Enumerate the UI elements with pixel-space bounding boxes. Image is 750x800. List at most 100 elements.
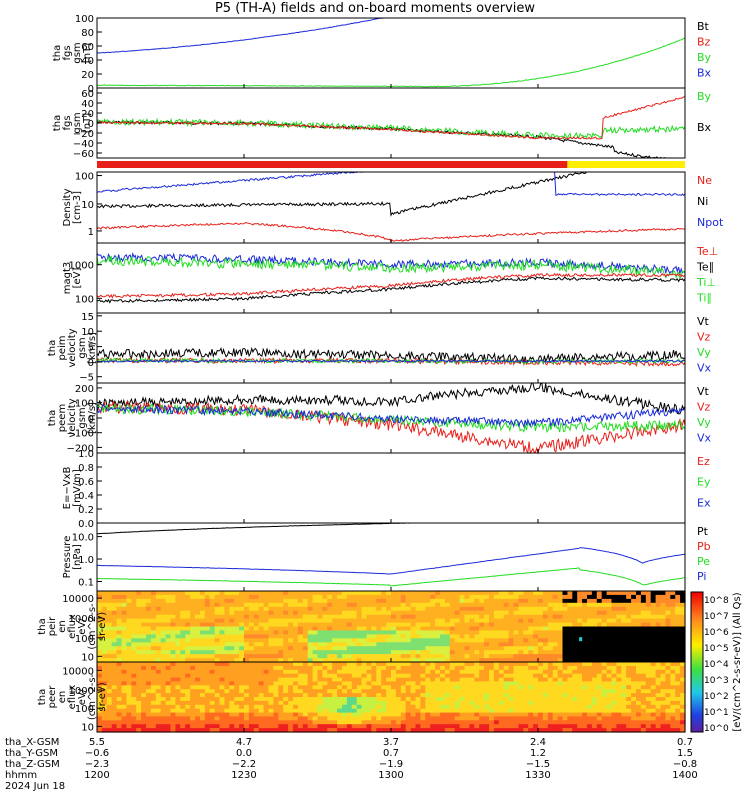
ion-spectrogram-cell — [405, 650, 412, 655]
ion-spectrogram-cell — [577, 618, 583, 624]
electron-spectrogram-cell — [155, 708, 162, 714]
ion-spectrogram-cell — [351, 602, 358, 608]
ion-spectrogram-cell — [278, 594, 284, 600]
ion-spectrogram-cell — [214, 638, 221, 643]
electron-spectrogram-cell — [415, 720, 421, 725]
electron-spectrogram-cell — [435, 693, 441, 698]
ion-spectrogram-cell — [150, 614, 157, 620]
electron-spectrogram-cell — [464, 662, 470, 667]
electron-spectrogram-cell — [146, 662, 152, 667]
ion-spectrogram-cell — [675, 650, 681, 655]
ion-spectrogram-cell — [523, 622, 529, 628]
electron-spectrogram-cell — [209, 693, 216, 698]
electron-spectrogram-cell — [606, 728, 613, 733]
ion-spectrogram-cell — [376, 598, 382, 604]
ion-spectrogram-cell — [337, 650, 343, 655]
ion-spectrogram-cell — [547, 650, 554, 655]
ion-spectrogram-cell — [322, 606, 328, 612]
electron-spectrogram-cell — [542, 685, 549, 690]
electron-spectrogram-cell — [263, 673, 270, 679]
electron-spectrogram-cell — [572, 693, 578, 698]
electron-spectrogram-cell — [420, 689, 426, 694]
ion-spectrogram-cell — [557, 654, 564, 659]
ion-spectrogram-cell — [567, 638, 573, 643]
ion-spectrogram-cell — [263, 642, 270, 647]
electron-spectrogram-cell — [190, 728, 196, 733]
electron-spectrogram-cell — [180, 708, 186, 714]
electron-spectrogram-cell — [381, 665, 387, 671]
spec_i-ylabel: peir — [47, 616, 58, 636]
electron-spectrogram-cell — [420, 681, 426, 686]
electron-spectrogram-cell — [253, 669, 260, 675]
electron-spectrogram-cell — [523, 716, 529, 721]
ion-spectrogram-cell — [621, 602, 627, 608]
ion-spectrogram-cell — [278, 646, 284, 651]
ion-spectrogram-cell — [670, 622, 676, 628]
electron-spectrogram-cell — [395, 681, 402, 686]
electron-spectrogram-cell — [327, 728, 333, 733]
electron-spectrogram-cell — [332, 689, 338, 694]
electron-spectrogram-cell — [562, 673, 568, 679]
electron-spectrogram-cell — [557, 662, 564, 667]
ion-spectrogram-cell — [508, 598, 515, 604]
electron-spectrogram-cell — [670, 669, 676, 675]
ion-spectrogram-cell — [572, 634, 578, 639]
electron-spectrogram-cell — [611, 693, 617, 698]
electron-spectrogram-cell — [498, 724, 505, 729]
electron-spectrogram-cell — [136, 677, 142, 683]
ion-spectrogram-cell — [395, 646, 402, 651]
ion-spectrogram-cell — [224, 614, 230, 620]
electron-spectrogram-cell — [547, 665, 554, 671]
electron-spectrogram-cell — [337, 712, 343, 718]
electron-spectrogram-cell — [675, 724, 681, 729]
ion-spectrogram-cell — [273, 622, 279, 628]
ion-spectrogram-cell — [606, 591, 613, 596]
ion-spectrogram-cell — [542, 658, 549, 663]
electron-spectrogram-cell — [185, 700, 191, 706]
electron-spectrogram-cell — [489, 677, 495, 683]
ion-spectrogram-cell — [219, 598, 225, 604]
electron-spectrogram-cell — [606, 716, 613, 721]
ion-spectrogram-cell — [239, 638, 245, 643]
ion-spectrogram-cell — [542, 602, 549, 608]
ion-spectrogram-cell — [322, 602, 328, 608]
ion-spectrogram-cell — [121, 606, 127, 612]
ion-spectrogram-cell — [302, 658, 309, 663]
electron-spectrogram-cell — [395, 700, 402, 706]
electron-spectrogram-cell — [562, 665, 568, 671]
electron-spectrogram-cell — [302, 693, 309, 698]
electron-spectrogram-cell — [420, 716, 426, 721]
electron-spectrogram-cell — [371, 728, 377, 733]
electron-spectrogram-cell — [126, 681, 132, 686]
ion-spectrogram-cell — [582, 646, 588, 651]
electron-spectrogram-cell — [273, 677, 279, 683]
electron-spectrogram-cell — [474, 716, 480, 721]
electron-spectrogram-cell — [459, 716, 466, 721]
ion-spectrogram-cell — [175, 658, 181, 663]
ion-spectrogram-cell — [444, 658, 451, 663]
ion-spectrogram-cell — [489, 642, 495, 647]
ion-spectrogram-cell — [562, 658, 568, 663]
electron-spectrogram-cell — [425, 669, 431, 675]
ion-spectrogram-cell — [538, 646, 544, 651]
ion-spectrogram-cell — [116, 638, 123, 643]
ion-spectrogram-cell — [302, 642, 309, 647]
ion-spectrogram-cell — [591, 598, 598, 604]
ion-spectrogram-cell — [317, 630, 323, 635]
electron-spectrogram-cell — [582, 665, 588, 671]
electron-spectrogram-cell — [297, 685, 304, 690]
ion-spectrogram-cell — [337, 654, 343, 659]
ion-spectrogram-cell — [155, 634, 162, 639]
ion-spectrogram-cell — [430, 594, 436, 600]
electron-spectrogram-cell — [410, 728, 417, 733]
ion-spectrogram-cell — [116, 642, 123, 647]
bvec-legend-1: Bx — [697, 121, 712, 134]
ion-spectrogram-cell — [464, 622, 470, 628]
electron-spectrogram-cell — [572, 700, 578, 706]
ion-spectrogram-cell — [596, 618, 603, 624]
electron-spectrogram-cell — [523, 685, 529, 690]
ion-spectrogram-cell — [195, 598, 201, 604]
electron-spectrogram-cell — [542, 700, 549, 706]
electron-spectrogram-cell — [332, 720, 338, 725]
vi-ylabel: [km/s] — [87, 332, 98, 364]
